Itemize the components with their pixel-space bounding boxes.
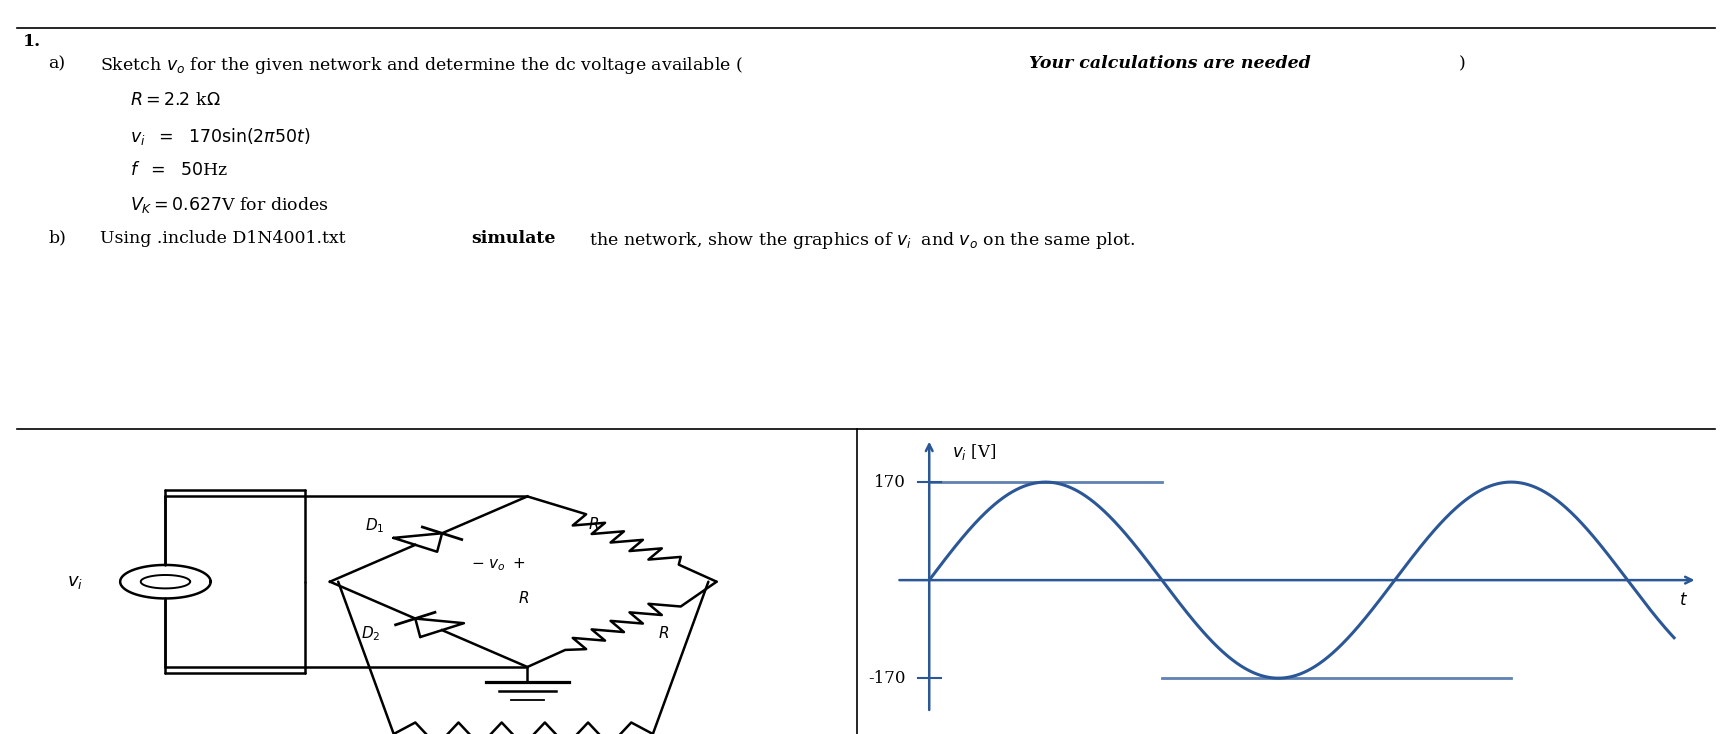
Text: $V_K = 0.627$V for diodes: $V_K = 0.627$V for diodes <box>130 195 329 215</box>
Text: $-\ v_o\ +$: $-\ v_o\ +$ <box>471 556 527 573</box>
Text: the network, show the graphics of $v_i\;$ and $v_o$ on the same plot.: the network, show the graphics of $v_i\;… <box>584 230 1134 251</box>
Text: Using .include D1N4001.txt: Using .include D1N4001.txt <box>100 230 352 247</box>
Text: $f \ \ = \ \ 50$Hz: $f \ \ = \ \ 50$Hz <box>130 161 227 179</box>
Text: $v_i$: $v_i$ <box>68 573 83 591</box>
Text: ): ) <box>1458 55 1465 72</box>
Text: Your calculations are needed: Your calculations are needed <box>1029 55 1311 72</box>
Text: 170: 170 <box>875 473 906 490</box>
Text: 1.: 1. <box>23 33 40 50</box>
Text: $D_1$: $D_1$ <box>365 516 385 534</box>
Text: -170: -170 <box>868 669 906 687</box>
Text: $D_2$: $D_2$ <box>362 624 381 643</box>
Text: $v_i \ \ = \ \ 170\sin(2\pi 50t)$: $v_i \ \ = \ \ 170\sin(2\pi 50t)$ <box>130 126 310 148</box>
Text: $R$: $R$ <box>587 516 599 532</box>
Text: $R = 2.2$ k$\Omega$: $R = 2.2$ k$\Omega$ <box>130 92 220 109</box>
Text: Sketch $v_o$ for the given network and determine the dc voltage available (: Sketch $v_o$ for the given network and d… <box>100 55 743 76</box>
Text: $R$: $R$ <box>658 625 669 642</box>
Text: $t$: $t$ <box>1678 592 1689 608</box>
Text: $R$: $R$ <box>518 590 528 606</box>
Text: $v_i$ [V]: $v_i$ [V] <box>953 442 998 462</box>
Text: b): b) <box>48 230 66 247</box>
Text: simulate: simulate <box>471 230 556 247</box>
Text: a): a) <box>48 55 66 72</box>
